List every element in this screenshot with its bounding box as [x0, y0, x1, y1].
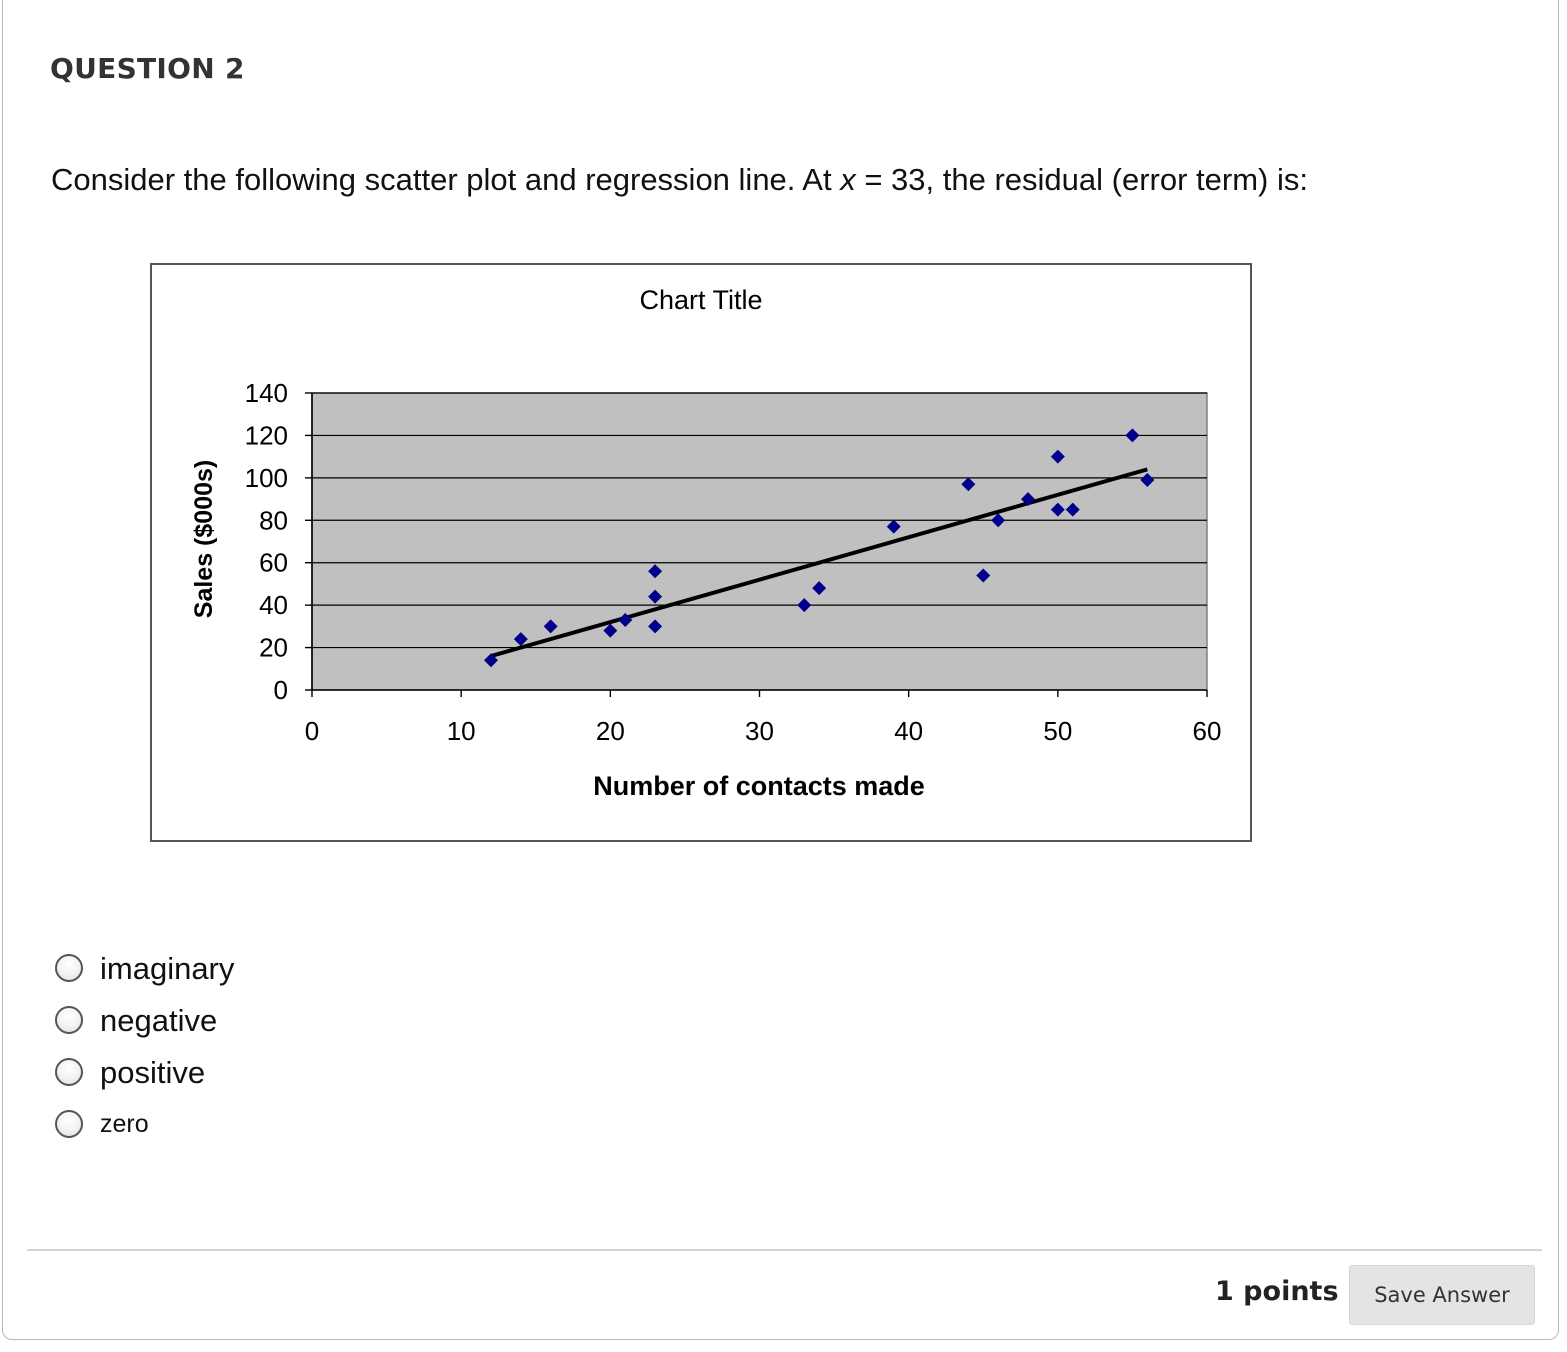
option-positive[interactable]: positive [55, 1050, 234, 1094]
x-tick-label-40: 40 [894, 716, 923, 746]
y-tick-label-120: 120 [245, 420, 288, 450]
radio-button-negative[interactable] [55, 1006, 83, 1034]
y-tick-label-40: 40 [259, 590, 288, 620]
option-imaginary[interactable]: imaginary [55, 946, 234, 990]
data-point-6 [648, 589, 663, 604]
prompt-text-before: Consider the following scatter plot and … [51, 162, 841, 197]
radio-button-imaginary[interactable] [55, 954, 83, 982]
data-point-16 [1050, 502, 1065, 517]
data-point-19 [1140, 472, 1155, 487]
y-tick-label-0: 0 [274, 675, 288, 705]
answer-options: imaginary negative positive zero [55, 946, 234, 1146]
prompt-variable: x [840, 162, 856, 197]
gridlines [312, 392, 1207, 649]
data-point-3 [603, 623, 618, 638]
data-point-15 [1050, 449, 1065, 464]
y-tick-label-60: 60 [259, 548, 288, 578]
question-prompt: Consider the following scatter plot and … [51, 162, 1308, 198]
option-label: zero [100, 1109, 149, 1138]
regression-line-group [490, 467, 1148, 658]
data-point-10 [886, 519, 901, 534]
data-point-8 [797, 598, 812, 613]
data-point-0 [484, 653, 498, 668]
x-tick-label-30: 30 [745, 716, 774, 746]
regression-line [490, 467, 1148, 658]
data-point-12 [976, 568, 991, 583]
radio-button-zero[interactable] [55, 1110, 83, 1138]
data-point-2 [543, 619, 558, 634]
y-axis-label: Sales ($000s) [190, 460, 218, 618]
x-tick-label-0: 0 [305, 716, 319, 746]
question-heading: QUESTION 2 [50, 52, 245, 85]
y-tick-label-140: 140 [245, 378, 288, 408]
y-tick-label-20: 20 [259, 633, 288, 663]
plot-area [311, 392, 1208, 691]
option-zero[interactable]: zero [55, 1102, 234, 1146]
data-point-13 [991, 513, 1006, 528]
footer-divider [27, 1249, 1542, 1251]
scatter-chart: 0 10 20 30 40 50 60 0 20 40 60 80 100 120 140 Chart T… [150, 263, 1252, 842]
x-tick-label-10: 10 [447, 716, 476, 746]
chart-canvas: 0 10 20 30 40 50 60 0 20 40 60 80 100 120 140 Chart T… [190, 285, 1222, 801]
data-point-4 [618, 612, 633, 627]
prompt-text-after: = 33, the residual (error term) is: [855, 162, 1308, 197]
option-label: imaginary [100, 950, 235, 986]
option-negative[interactable]: negative [55, 998, 234, 1042]
points-label: 1 points [1215, 1276, 1339, 1307]
x-tick-label-20: 20 [596, 716, 625, 746]
option-label: positive [100, 1054, 206, 1090]
y-axis-ticks: 0 20 40 60 80 100 120 140 [245, 378, 312, 705]
option-label: negative [100, 1002, 218, 1038]
data-point-18 [1125, 428, 1140, 443]
data-point-14 [1021, 492, 1035, 507]
data-points [484, 428, 1155, 668]
x-axis-ticks: 0 10 20 30 40 50 60 [305, 690, 1222, 746]
data-point-7 [648, 619, 663, 634]
y-tick-label-100: 100 [245, 463, 288, 493]
data-point-9 [812, 581, 827, 596]
x-tick-label-50: 50 [1043, 716, 1072, 746]
data-point-1 [513, 632, 528, 647]
x-axis-label: Number of contacts made [593, 771, 925, 801]
y-tick-label-80: 80 [259, 505, 288, 535]
x-tick-label-60: 60 [1193, 716, 1222, 746]
data-point-17 [1065, 502, 1080, 517]
save-answer-button[interactable]: Save Answer [1349, 1265, 1535, 1325]
data-point-5 [648, 564, 663, 579]
data-point-11 [961, 477, 976, 492]
chart-title: Chart Title [639, 285, 762, 315]
radio-button-positive[interactable] [55, 1058, 83, 1086]
